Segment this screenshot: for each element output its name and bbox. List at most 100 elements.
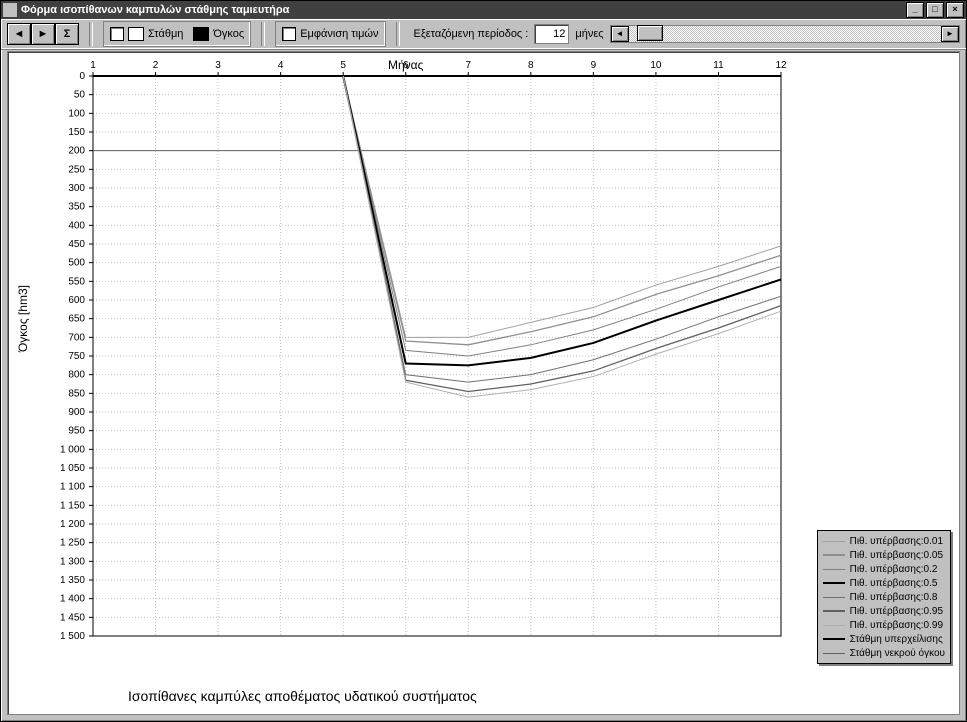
svg-text:1 050: 1 050 xyxy=(60,463,85,474)
svg-text:600: 600 xyxy=(68,295,85,306)
window-title: Φόρμα ισοπίθανων καμπυλών στάθμης ταμιευ… xyxy=(21,4,906,16)
legend-item: Πιθ. υπέρβασης:0.5 xyxy=(823,576,945,590)
legend-item: Πιθ. υπέρβασης:0.05 xyxy=(823,548,945,562)
svg-text:500: 500 xyxy=(68,258,85,269)
svg-text:950: 950 xyxy=(68,426,85,437)
y-axis-title: Όγκος [hm3] xyxy=(16,285,30,352)
scroll-track[interactable] xyxy=(629,26,941,42)
svg-text:1 200: 1 200 xyxy=(60,519,85,530)
svg-text:1 150: 1 150 xyxy=(60,500,85,511)
legend-item: Πιθ. υπέρβασης:0.95 xyxy=(823,604,945,618)
svg-text:850: 850 xyxy=(68,388,85,399)
svg-text:0: 0 xyxy=(79,71,85,82)
svg-text:8: 8 xyxy=(528,60,534,71)
x-axis-title: Μήνας xyxy=(388,58,423,72)
legend: Πιθ. υπέρβασης:0.01 Πιθ. υπέρβασης:0.05 Πι… xyxy=(817,530,951,664)
legend-label: Στάθμη νεκρού όγκου xyxy=(850,648,945,659)
system-menu-icon[interactable] xyxy=(3,3,17,17)
show-values-checkbox[interactable]: Εμφάνιση τιμών xyxy=(282,27,378,41)
chart-svg: 0501001502002503003504004505005506006507… xyxy=(8,52,956,712)
legend-line-icon xyxy=(823,582,845,584)
legend-item: Στάθμη νεκρού όγκου xyxy=(823,646,945,660)
legend-label: Πιθ. υπέρβασης:0.2 xyxy=(850,564,938,575)
period-scrollbar[interactable]: ◄ ► xyxy=(610,25,960,43)
svg-text:10: 10 xyxy=(650,60,662,71)
svg-text:1: 1 xyxy=(90,60,96,71)
scroll-right-button[interactable]: ► xyxy=(941,26,959,42)
volume-label: Όγκος xyxy=(213,28,244,40)
svg-text:5: 5 xyxy=(340,60,346,71)
legend-label: Πιθ. υπέρβασης:0.01 xyxy=(850,536,943,547)
svg-text:1 100: 1 100 xyxy=(60,482,85,493)
legend-item: Στάθμη υπερχείλισης xyxy=(823,632,945,646)
svg-text:1 250: 1 250 xyxy=(60,538,85,549)
svg-text:550: 550 xyxy=(68,276,85,287)
toolbar-separator xyxy=(396,22,400,46)
svg-text:750: 750 xyxy=(68,351,85,362)
svg-text:2: 2 xyxy=(153,60,159,71)
legend-line-icon xyxy=(823,554,845,556)
nav-sum-button[interactable]: Σ xyxy=(55,23,79,45)
svg-text:250: 250 xyxy=(68,164,85,175)
volume-checkbox[interactable]: Όγκος xyxy=(193,27,244,41)
chart-title: Ισοπίθανες καμπύλες αποθέματος υδατικού … xyxy=(128,688,477,704)
titlebar[interactable]: Φόρμα ισοπίθανων καμπυλών στάθμης ταμιευ… xyxy=(1,1,966,19)
legend-label: Πιθ. υπέρβασης:0.05 xyxy=(850,550,943,561)
nav-prev-button[interactable]: ◄ xyxy=(7,23,31,45)
legend-item: Πιθ. υπέρβασης:0.8 xyxy=(823,590,945,604)
legend-item: Πιθ. υπέρβασης:0.99 xyxy=(823,618,945,632)
legend-label: Πιθ. υπέρβασης:0.99 xyxy=(850,620,943,631)
svg-text:400: 400 xyxy=(68,220,85,231)
window-buttons: _ □ × xyxy=(906,2,964,18)
legend-line-icon xyxy=(823,610,845,612)
svg-text:3: 3 xyxy=(215,60,221,71)
svg-text:50: 50 xyxy=(74,90,86,101)
svg-text:650: 650 xyxy=(68,314,85,325)
legend-label: Στάθμη υπερχείλισης xyxy=(850,634,943,645)
svg-text:9: 9 xyxy=(591,60,597,71)
show-values-label: Εμφάνιση τιμών xyxy=(300,28,378,40)
svg-text:800: 800 xyxy=(68,370,85,381)
period-input[interactable]: 12 xyxy=(534,24,569,44)
legend-line-icon xyxy=(823,625,845,626)
legend-line-icon xyxy=(823,597,845,598)
legend-label: Πιθ. υπέρβασης:0.95 xyxy=(850,606,943,617)
svg-text:200: 200 xyxy=(68,146,85,157)
level-label: Στάθμη xyxy=(148,28,183,40)
level-checkbox[interactable]: Στάθμη xyxy=(110,27,183,41)
toolbar-separator xyxy=(89,22,93,46)
svg-text:700: 700 xyxy=(68,332,85,343)
svg-text:100: 100 xyxy=(68,108,85,119)
svg-text:1 000: 1 000 xyxy=(60,444,85,455)
app-window: Φόρμα ισοπίθανων καμπυλών στάθμης ταμιευ… xyxy=(0,0,967,722)
legend-line-icon xyxy=(823,541,845,542)
svg-text:4: 4 xyxy=(278,60,284,71)
legend-label: Πιθ. υπέρβασης:0.5 xyxy=(850,578,938,589)
scroll-thumb[interactable] xyxy=(637,25,663,41)
volume-swatch xyxy=(193,27,209,41)
svg-text:12: 12 xyxy=(775,60,787,71)
svg-text:7: 7 xyxy=(465,60,471,71)
svg-text:300: 300 xyxy=(68,183,85,194)
nav-next-button[interactable]: ► xyxy=(31,23,55,45)
svg-text:1 400: 1 400 xyxy=(60,594,85,605)
legend-item: Πιθ. υπέρβασης:0.01 xyxy=(823,534,945,548)
series-toggle-group: Στάθμη Όγκος xyxy=(103,21,251,47)
legend-label: Πιθ. υπέρβασης:0.8 xyxy=(850,592,938,603)
minimize-button[interactable]: _ xyxy=(906,2,924,18)
svg-text:1 300: 1 300 xyxy=(60,556,85,567)
svg-text:1 350: 1 350 xyxy=(60,575,85,586)
toolbar: ◄ ► Σ Στάθμη Όγκος Εμφάνιση τιμών Εξε xyxy=(1,19,966,50)
maximize-button[interactable]: □ xyxy=(926,2,944,18)
level-swatch xyxy=(128,27,144,41)
chart-area: 0501001502002503003504004505005506006507… xyxy=(7,51,960,715)
values-toggle-group: Εμφάνιση τιμών xyxy=(275,21,385,47)
legend-item: Πιθ. υπέρβασης:0.2 xyxy=(823,562,945,576)
checkbox-icon xyxy=(110,27,124,41)
svg-text:150: 150 xyxy=(68,127,85,138)
scroll-left-button[interactable]: ◄ xyxy=(611,26,629,42)
svg-text:11: 11 xyxy=(713,60,724,71)
legend-line-icon xyxy=(823,569,845,570)
svg-text:350: 350 xyxy=(68,202,85,213)
close-button[interactable]: × xyxy=(946,2,964,18)
